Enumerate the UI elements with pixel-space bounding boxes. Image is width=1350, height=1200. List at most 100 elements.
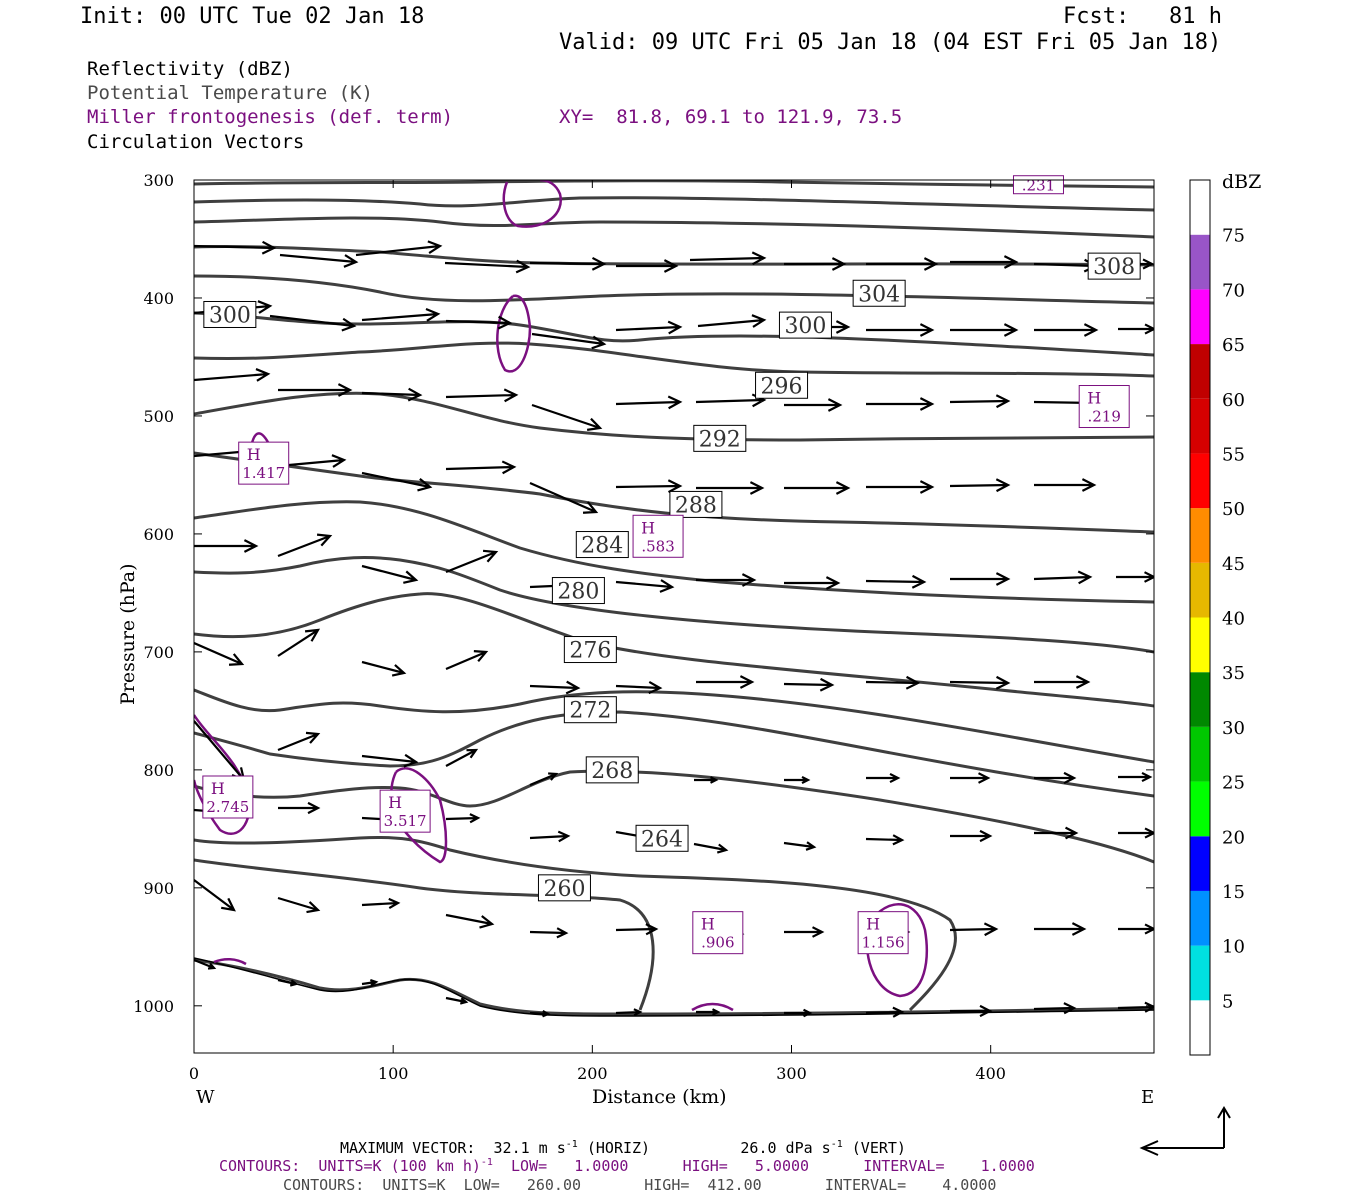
- circulation-vector: [361, 897, 401, 910]
- circulation-vector: [529, 481, 599, 514]
- circulation-vector: [696, 675, 755, 689]
- circulation-vector: [194, 539, 259, 553]
- circulation-vector: [194, 641, 245, 666]
- fronto-max-value: .906: [701, 934, 734, 952]
- theta-contour-line: [194, 196, 1154, 212]
- fronto-max-box: [202, 775, 254, 819]
- circulation-vector: [361, 660, 407, 677]
- colorbar-segment: [1190, 344, 1210, 399]
- circulation-vector: [445, 748, 479, 767]
- plot-frame: [193, 179, 1155, 1054]
- circulation-vector: [1034, 323, 1099, 337]
- circulation-vector: [615, 680, 663, 695]
- colorbar-segment: [1190, 836, 1210, 891]
- frontogenesis-contour: [691, 1002, 734, 1012]
- circulation-vector: [445, 388, 519, 403]
- colorbar-label: 40: [1222, 609, 1245, 630]
- circulation-vector: [277, 978, 299, 987]
- circulation-vector: [1034, 826, 1079, 840]
- theta-contour-line: [194, 688, 1154, 764]
- fronto-max-box: [1078, 385, 1130, 429]
- colorbar-segment: [1190, 672, 1210, 727]
- theta-label-box: [1087, 252, 1141, 280]
- circulation-vector: [278, 383, 353, 397]
- max-vector-end: (VERT): [842, 1139, 906, 1157]
- circulation-vector: [865, 834, 905, 846]
- theta-contour-line: [194, 769, 1154, 864]
- frontogenesis-contour: [865, 902, 928, 998]
- colorbar-label: 70: [1222, 280, 1245, 301]
- theta-contour-label: 296: [761, 374, 803, 399]
- theta-contour-line: [194, 341, 1154, 378]
- circulation-vector: [1033, 258, 1099, 273]
- circulation-vector: [445, 913, 495, 929]
- circulation-vector: [784, 1008, 813, 1018]
- colorbar-segment: [1190, 617, 1210, 673]
- fronto-max-box: [857, 911, 909, 955]
- circulation-vector: [445, 315, 513, 330]
- frontogenesis-contour: [213, 958, 247, 966]
- circulation-vector: [194, 879, 236, 912]
- circulation-vector: [361, 979, 379, 987]
- circulation-vector: [696, 573, 757, 587]
- fronto-max-box: [692, 911, 744, 955]
- x-axis-label: Distance (km): [592, 1086, 727, 1108]
- colorbar-label: 30: [1222, 718, 1245, 739]
- x-axis-west-label: W: [196, 1087, 215, 1108]
- y-tick-label: 500: [143, 407, 174, 426]
- circulation-vector: [615, 579, 675, 593]
- circulation-vector: [1118, 323, 1154, 335]
- circulation-vector: [277, 896, 321, 914]
- circulation-vector: [950, 1004, 993, 1018]
- circulation-vector: [445, 549, 499, 574]
- fronto-max-value: 2.745: [206, 798, 249, 816]
- fronto-max-value: 1.156: [862, 934, 905, 952]
- fronto-max-value: .583: [641, 537, 674, 555]
- circulation-vector: [1118, 771, 1153, 783]
- circulation-vector: [444, 259, 531, 274]
- axes: 300 400 500 600 700 800 900 1000 0 100 200 300 400: [133, 171, 1154, 1083]
- colorbar-label: 65: [1222, 335, 1245, 356]
- cross-section-endpoints: XY= 81.8, 69.1 to 121.9, 73.5: [559, 106, 903, 128]
- circulation-vector: [1034, 771, 1077, 785]
- circulation-vector: [445, 650, 489, 671]
- circulation-vector: [697, 314, 767, 328]
- circulation-vector: [529, 1010, 551, 1018]
- colorbar-segment: [1190, 180, 1210, 235]
- theta-contour-line: [194, 216, 1154, 239]
- circulation-vector: [1034, 922, 1087, 936]
- circulation-vector: [194, 958, 217, 970]
- colorbar-label: 20: [1222, 827, 1245, 848]
- y-tick-label: 400: [143, 289, 174, 308]
- circulation-vector: [694, 776, 719, 784]
- theta-label-box: [551, 577, 605, 605]
- x-axis-east-label: E: [1141, 1087, 1155, 1108]
- circulation-vector: [529, 680, 581, 695]
- theta-contour-label: 304: [858, 282, 900, 307]
- circulation-vector: [784, 398, 843, 412]
- theta-label-box: [669, 490, 723, 518]
- colorbar-label: 60: [1222, 390, 1245, 411]
- circulation-vector: [866, 772, 901, 784]
- fronto-max-box: [632, 514, 684, 558]
- theta-contour-line: [194, 391, 1154, 442]
- fronto-contour-units: CONTOURS: UNITS=K (100 km h): [219, 1157, 481, 1175]
- x-tick-label: 300: [776, 1064, 807, 1083]
- circulation-vector: [949, 478, 1011, 493]
- circulation-vector: [784, 775, 811, 785]
- circulation-vector: [950, 255, 1019, 269]
- theta-label-box: [575, 531, 629, 559]
- theta-label-box: [635, 824, 689, 852]
- colorbar-segment: [1190, 289, 1210, 345]
- circulation-vector: [361, 387, 423, 402]
- fronto-contour-sup: -1: [480, 1157, 493, 1168]
- circulation-vector: [277, 628, 321, 657]
- circulation-vector: [784, 926, 825, 938]
- max-vector-text: MAXIMUM VECTOR: 32.1 m s: [340, 1139, 566, 1157]
- theta-contour-line: [194, 958, 1154, 1016]
- fronto-max-value: .219: [1088, 408, 1121, 426]
- theta-label-box: [563, 696, 617, 724]
- theta-contour-label: 260: [543, 877, 585, 902]
- circulation-vector: [445, 460, 517, 475]
